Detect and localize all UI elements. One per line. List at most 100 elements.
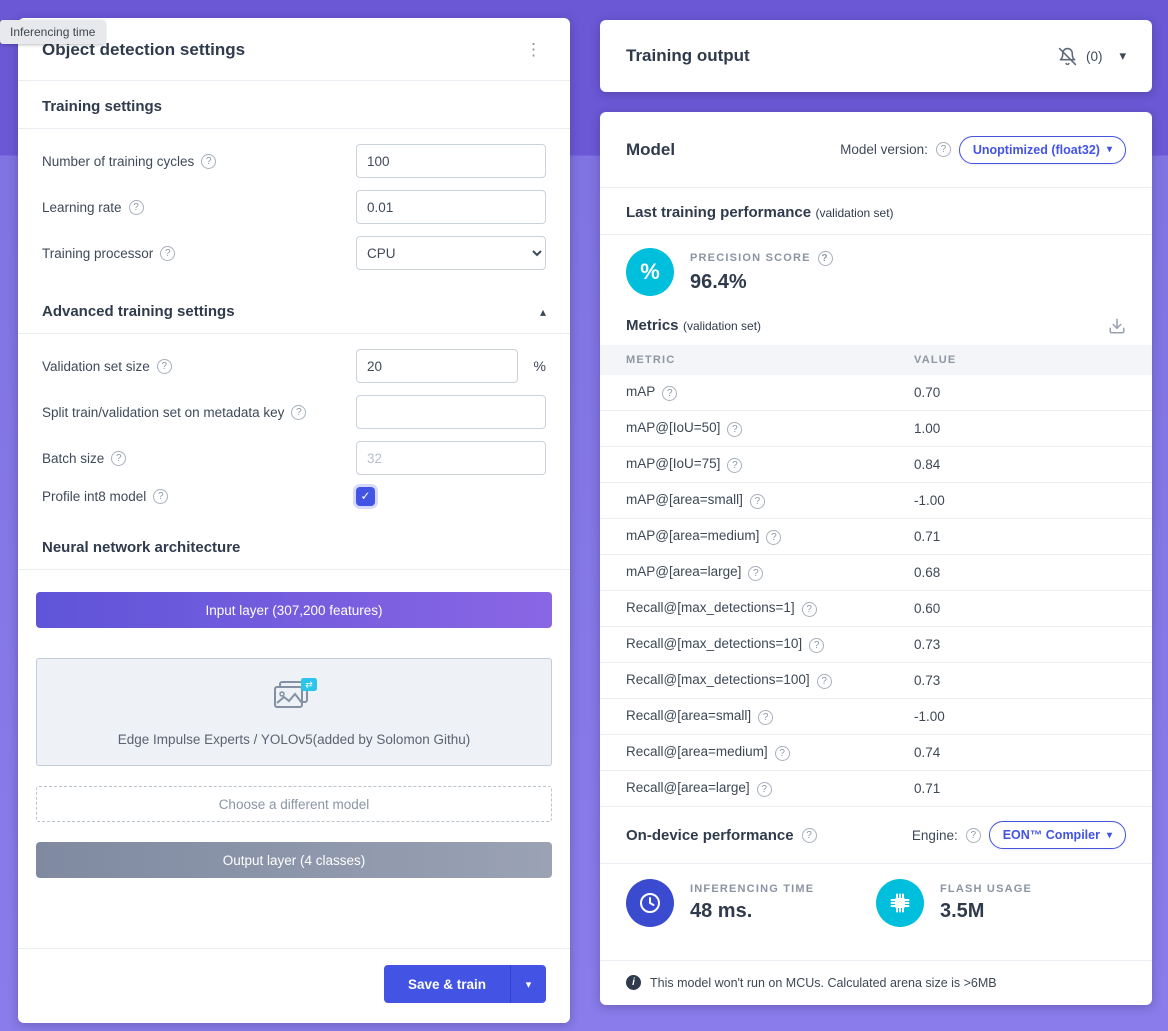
object-detection-settings-panel: Object detection settings Training setti… (18, 18, 570, 1023)
help-icon[interactable] (749, 494, 765, 509)
validation-size-label: Validation set size (42, 358, 172, 374)
help-icon[interactable] (801, 602, 817, 617)
architecture-section: Input layer (307,200 features) ⇄ Edge Im… (18, 570, 570, 902)
label-text: Profile int8 model (42, 489, 147, 504)
save-train-button[interactable]: Save & train (383, 965, 510, 1003)
flash-usage-label: FLASH USAGE (940, 883, 1033, 895)
metric-name-cell: mAP@[area=medium] (600, 518, 888, 555)
metrics-table-row: mAP@[area=medium] 0.71 (600, 518, 1152, 555)
clock-icon (626, 879, 674, 927)
learning-rate-row: Learning rate (18, 184, 570, 230)
collapse-training-output-icon[interactable] (1119, 48, 1126, 64)
training-cycles-input[interactable] (356, 144, 546, 178)
engine-select[interactable]: EON™ Compiler (988, 821, 1126, 849)
collapse-icon[interactable] (540, 305, 546, 319)
inferencing-time-stat: INFERENCING TIME 48 ms. (626, 879, 876, 927)
svg-text:⇄: ⇄ (305, 680, 313, 690)
help-icon[interactable] (801, 827, 817, 843)
metric-name: Recall@[max_detections=10] (626, 636, 803, 651)
profile-int8-checkbox[interactable] (356, 487, 375, 506)
model-version-label: Model version: (840, 142, 928, 157)
metric-name-cell: Recall@[area=large] (600, 770, 888, 807)
metrics-table-row: Recall@[area=medium] 0.74 (600, 734, 1152, 771)
help-icon[interactable] (727, 422, 743, 437)
advanced-settings-header[interactable]: Advanced training settings (18, 286, 570, 333)
nn-architecture-heading: Neural network architecture (42, 539, 241, 556)
validation-size-input[interactable] (356, 349, 518, 383)
metric-value-cell: 0.74 (888, 734, 1152, 771)
metrics-table-row: mAP 0.70 (600, 375, 1152, 411)
metric-value-cell: 0.73 (888, 626, 1152, 663)
metric-name-cell: mAP@[area=small] (600, 482, 888, 519)
notifications-muted-icon[interactable] (1058, 47, 1077, 66)
advanced-settings-form: Validation set size % Split train/valida… (18, 334, 570, 522)
save-train-row: Save & train (18, 948, 570, 1023)
help-icon[interactable] (809, 638, 825, 653)
metric-name: Recall@[area=medium] (626, 744, 768, 759)
save-train-dropdown-button[interactable] (510, 965, 546, 1003)
metric-name: mAP@[IoU=75] (626, 456, 721, 471)
divider (600, 234, 1152, 235)
batch-size-row: Batch size (18, 435, 570, 481)
help-icon[interactable] (662, 386, 678, 401)
training-processor-select[interactable]: CPU (356, 236, 546, 270)
label-text: Number of training cycles (42, 153, 195, 169)
help-icon[interactable] (756, 782, 772, 797)
download-metrics-icon[interactable] (1108, 317, 1126, 335)
metric-value-cell: 1.00 (888, 410, 1152, 447)
help-icon[interactable] (816, 674, 832, 689)
metric-value-cell: -1.00 (888, 698, 1152, 735)
metrics-table-row: Recall@[max_detections=1] 0.60 (600, 590, 1152, 627)
notification-count: (0) (1085, 48, 1103, 64)
help-icon[interactable] (128, 199, 144, 215)
help-icon[interactable] (291, 404, 307, 420)
validation-size-control: % (356, 349, 546, 383)
on-device-performance-row: On-device performance Engine: EON™ Compi… (600, 807, 1152, 863)
help-icon[interactable] (201, 153, 217, 169)
choose-different-model-button[interactable]: Choose a different model (36, 786, 552, 822)
help-icon[interactable] (748, 566, 764, 581)
divider (18, 333, 570, 334)
input-layer-block[interactable]: Input layer (307,200 features) (36, 592, 552, 628)
help-icon[interactable] (156, 358, 172, 374)
help-icon[interactable] (965, 827, 981, 843)
help-icon[interactable] (817, 250, 833, 266)
metric-name-cell: Recall@[area=medium] (600, 734, 888, 771)
split-metadata-input[interactable] (356, 395, 546, 429)
output-layer-block[interactable]: Output layer (4 classes) (36, 842, 552, 878)
kebab-menu-icon[interactable] (521, 40, 546, 60)
batch-size-input[interactable] (356, 441, 546, 475)
split-metadata-label: Split train/validation set on metadata k… (42, 404, 307, 420)
metrics-heading: Metrics (validation set) (626, 317, 761, 335)
metric-name-cell: mAP@[IoU=75] (600, 446, 888, 483)
advanced-settings-heading: Advanced training settings (42, 303, 235, 320)
metric-name: Recall@[max_detections=100] (626, 672, 810, 687)
engine-value: EON™ Compiler (1002, 828, 1100, 842)
learning-rate-input[interactable] (356, 190, 546, 224)
divider (18, 128, 570, 129)
selected-model-box[interactable]: ⇄ Edge Impulse Experts / YOLOv5(added by… (36, 658, 552, 766)
training-settings-form: Number of training cycles Learning rate … (18, 129, 570, 286)
metrics-heading-row: Metrics (validation set) (600, 309, 1152, 345)
help-icon[interactable] (160, 245, 176, 261)
label-text: Training processor (42, 245, 154, 261)
engine-group: Engine: EON™ Compiler (912, 821, 1126, 849)
metric-value-cell: 0.70 (888, 375, 1152, 411)
model-version-value: Unoptimized (float32) (972, 142, 1100, 157)
precision-score-label: PRECISION SCORE (690, 252, 811, 264)
help-icon[interactable] (153, 489, 169, 504)
heading-subtext: (validation set) (815, 206, 894, 220)
help-icon[interactable] (758, 710, 774, 725)
help-icon[interactable] (727, 458, 743, 473)
help-icon[interactable] (766, 530, 782, 545)
model-version-select[interactable]: Unoptimized (float32) (958, 135, 1126, 164)
flash-usage-stat: FLASH USAGE 3.5M (876, 879, 1126, 927)
help-icon[interactable] (935, 142, 951, 157)
metric-value-cell: -1.00 (888, 482, 1152, 519)
profile-int8-row: Profile int8 model (18, 481, 570, 512)
mcu-warning-text: This model won't run on MCUs. Calculated… (650, 975, 997, 990)
divider (18, 569, 570, 570)
help-icon[interactable] (111, 450, 127, 466)
metrics-table-row: Recall@[max_detections=10] 0.73 (600, 626, 1152, 663)
help-icon[interactable] (774, 746, 790, 761)
